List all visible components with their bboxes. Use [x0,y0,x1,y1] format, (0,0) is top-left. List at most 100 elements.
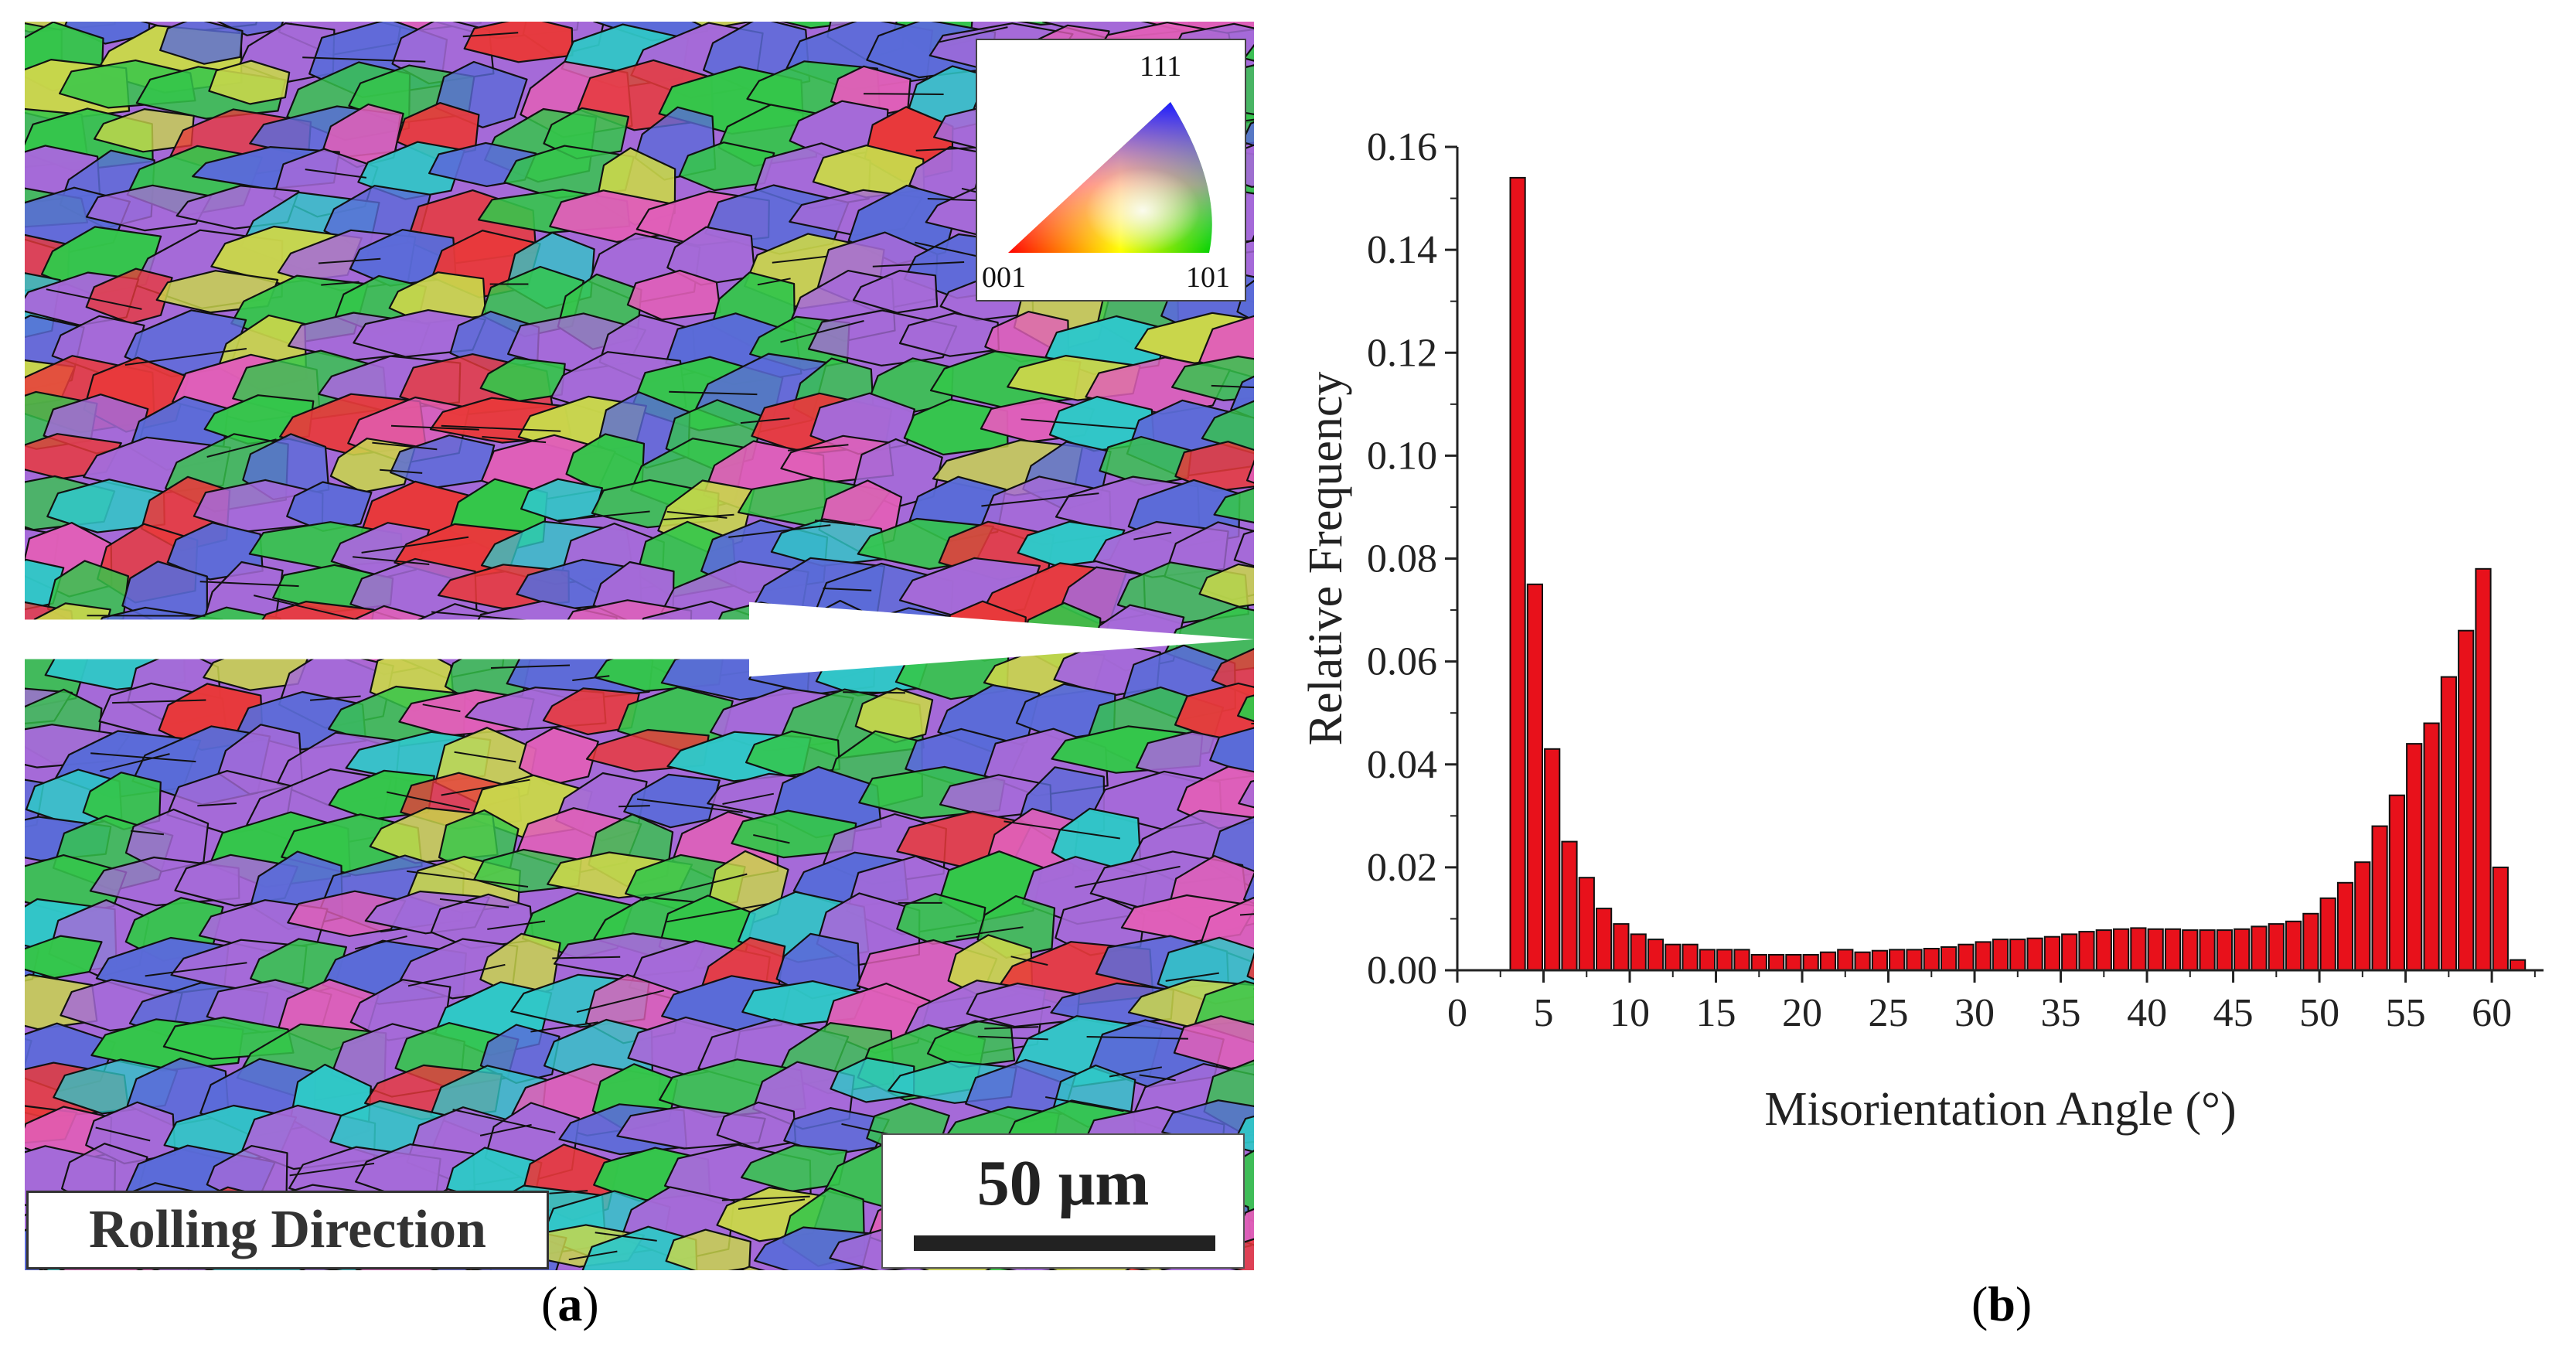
twin-boundary [441,424,561,432]
histogram-bar [1889,949,1906,972]
histogram-bar [2510,959,2527,971]
ipf-color-key: 111 001 101 [976,39,1246,302]
x-tick-label: 55 [2386,991,2426,1035]
twin-boundary [1109,1066,1162,1078]
twin-boundary [487,920,546,930]
histogram-svg: 0.00 0.02 0.04 0.06 0.08 0.10 0.12 0.14 0.16 0 5 10… [1300,125,2544,1136]
histogram-bar [1750,954,1767,971]
twin-boundary [568,1250,618,1261]
twin-boundary [321,281,359,286]
histogram-bar [2095,929,2112,971]
grain [1233,530,1254,567]
histogram-bar [2458,629,2475,971]
twin-boundary [872,261,965,267]
histogram-bar [2113,928,2130,972]
x-tick-label: 5 [1534,991,1554,1035]
twin-boundary [984,1026,1039,1030]
grain [208,60,291,105]
grain [1245,459,1254,484]
grain [1213,487,1254,523]
x-tick-label: 15 [1696,991,1736,1035]
y-tick-label: 0.08 [1367,537,1437,581]
twin-boundary [145,962,247,977]
y-tick-label: 0.04 [1367,743,1437,787]
histogram-bar [2285,920,2302,972]
grain [1236,694,1254,722]
twin-boundary [112,699,206,704]
twin-boundary [956,926,1024,938]
twin-boundary [1075,865,1181,888]
twin-boundary [87,615,206,617]
histogram-bar [2026,937,2043,971]
axes [1456,147,2544,972]
grain [1174,441,1254,492]
twin-boundary [431,611,533,622]
histogram-bar [1630,933,1647,972]
twin-boundary [482,435,547,444]
grain [85,267,173,325]
x-tick-label: 10 [1610,991,1650,1035]
x-tick-label: 30 [1954,991,1995,1035]
x-axis-title: Misorientation Angle (°) [1764,1083,2236,1136]
twin-boundary [666,510,727,519]
twin-boundary [1165,972,1219,982]
histogram-bar [2251,925,2268,972]
twin-boundary [557,510,650,522]
histogram-bar [1716,949,1733,972]
twin-boundary [380,469,423,474]
scale-bar-box: 50 μm [881,1133,1245,1269]
twin-boundary [441,779,530,796]
twin-boundary [407,963,506,987]
grain [926,1020,1016,1068]
twin-boundary [740,417,790,424]
histogram-bar [2492,866,2509,972]
grain [85,184,213,232]
histogram-bar [1923,948,1940,971]
twin-boundary [981,492,1099,507]
ebsd-orientation-map: 111 001 101 Rolling Direction 50 μm [25,22,1254,1270]
y-tick-label: 0.10 [1367,434,1437,478]
twin-boundary [636,798,743,813]
twin-boundary [1010,956,1048,966]
grain [159,22,244,65]
twin-boundary [199,581,299,588]
twin-boundary [788,444,849,451]
histogram-bar [2354,861,2371,972]
twin-boundary [780,320,864,343]
twin-boundary [595,1232,657,1242]
histogram-bar [2061,933,2078,972]
histogram-bar [2043,935,2060,971]
scale-bar [914,1235,1215,1251]
ipf-triangle [1008,102,1212,253]
histogram-bar [1699,949,1716,972]
twin-boundary [124,348,247,366]
grain [738,1266,766,1270]
x-tick-label: 0 [1447,991,1467,1035]
ipf-label-101: 101 [1186,261,1230,294]
twin-boundary [305,169,367,179]
histogram-bar [2009,939,2026,971]
twin-boundary [353,556,430,565]
histogram-bar [1544,748,1561,971]
y-tick-label: 0.02 [1367,846,1437,890]
ipf-label-001: 001 [982,261,1026,294]
histogram-bar [2234,928,2251,972]
twin-boundary [1211,384,1254,389]
grain [1246,952,1254,980]
histogram-bar [1561,840,1578,971]
twin-boundary [977,1035,1048,1041]
twin-boundary [422,704,461,713]
twin-boundary [772,255,827,264]
histogram-bar [1854,951,1871,971]
histogram-bar [2147,928,2164,972]
twin-boundary [843,691,906,694]
histogram-bar [1578,877,1595,971]
twin-boundary [372,441,438,451]
histogram-bar [2475,567,2492,971]
twin-boundary [1235,240,1254,243]
panel-label-a: (a) [541,1276,599,1331]
histogram-bar [1992,939,2009,971]
twin-boundary [721,1195,810,1201]
twin-boundary [814,520,856,526]
histogram-bar [1665,943,1682,971]
